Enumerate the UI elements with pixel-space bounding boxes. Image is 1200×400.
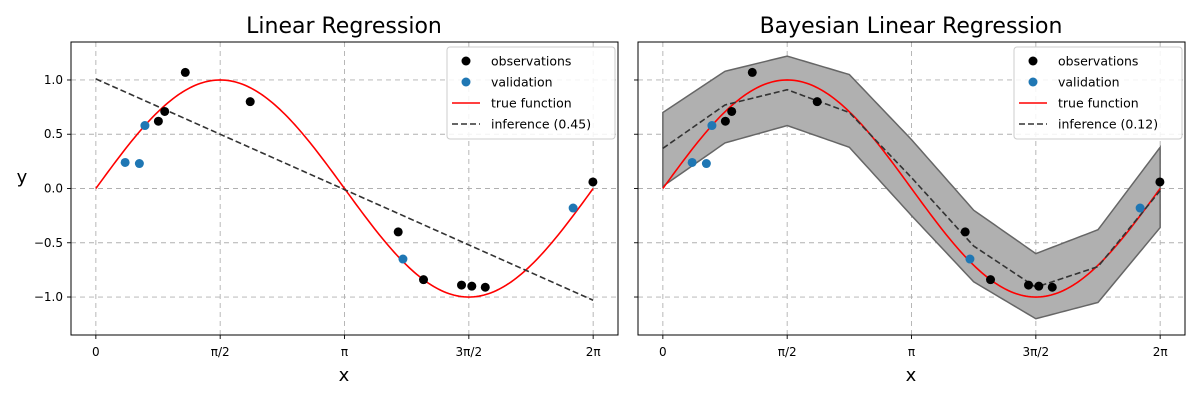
- observation-point: [1034, 281, 1044, 291]
- inference-line: [662, 88, 1161, 289]
- y-tick-label: 0.0: [44, 182, 63, 196]
- validation-point: [965, 254, 975, 264]
- legend-observations-label: observations: [491, 54, 571, 69]
- observation-point: [419, 275, 429, 285]
- validation-point: [701, 159, 711, 169]
- inference-line: [95, 78, 594, 302]
- legend-validation-marker: [1028, 77, 1038, 87]
- legend-true-function-label: true function: [491, 96, 572, 111]
- x-tick-label: π: [341, 345, 348, 359]
- validation-point: [134, 159, 144, 169]
- observation-point: [812, 97, 822, 107]
- observation-point: [245, 97, 255, 107]
- legend-observations-marker: [461, 56, 471, 66]
- validation-point: [568, 203, 578, 213]
- observation-point: [1155, 177, 1165, 187]
- legend-validation-marker: [461, 77, 471, 87]
- x-tick-label: 3π/2: [456, 345, 483, 359]
- x-axis-label: x: [339, 365, 350, 386]
- legend-validation-label: validation: [491, 75, 553, 90]
- y-tick-label: 1.0: [44, 73, 63, 87]
- linear-regression-chart: 0 π/2 π 3π/2 2π 1.0 0.5 0.0 −0.5 −1.0 observations…: [17, 14, 619, 386]
- observation-point: [393, 227, 403, 237]
- legend-box: [446, 46, 616, 140]
- x-tick-label: 3π/2: [1023, 345, 1050, 359]
- x-tick-label: 0: [659, 345, 667, 359]
- x-tick-label: 2π: [586, 345, 601, 359]
- observation-point: [160, 106, 170, 116]
- validation-point: [398, 254, 408, 264]
- observation-point: [747, 67, 757, 77]
- legend-inference-label: inference (0.12): [1058, 117, 1158, 132]
- legend: observations validation true function infer…: [446, 46, 616, 140]
- true-function-line: [662, 79, 1161, 298]
- observation-point: [467, 281, 477, 291]
- validation-point: [707, 121, 717, 131]
- x-tick-label: π/2: [211, 345, 230, 359]
- observation-point: [720, 116, 730, 126]
- bayesian-linear-regression-chart: 0 π/2 π 3π/2 2π observations validation true fu…: [634, 14, 1186, 386]
- observation-point: [960, 227, 970, 237]
- observation-point: [1024, 280, 1034, 290]
- y-tick-label: −0.5: [34, 236, 63, 250]
- legend-observations-label: observations: [1058, 54, 1138, 69]
- chart-title: Linear Regression: [246, 14, 442, 39]
- legend: observations validation true function infer…: [1013, 46, 1183, 140]
- validation-point: [140, 121, 150, 131]
- x-axis-label: x: [906, 365, 917, 386]
- legend-box: [1013, 46, 1183, 140]
- validation-point: [687, 157, 697, 167]
- x-tick-label: π/2: [778, 345, 797, 359]
- observation-point: [588, 177, 598, 187]
- validation-point: [1135, 203, 1145, 213]
- legend-inference-label: inference (0.45): [491, 117, 591, 132]
- observation-point: [457, 280, 467, 290]
- observation-point: [153, 116, 163, 126]
- x-tick-label: 0: [92, 345, 100, 359]
- observation-point: [986, 275, 996, 285]
- x-tick-label: π: [908, 345, 915, 359]
- y-tick-label: −1.0: [34, 290, 63, 304]
- y-tick-label: 0.5: [44, 127, 63, 141]
- plot-frame: [637, 41, 1186, 336]
- legend-observations-marker: [1028, 56, 1038, 66]
- plot-frame: [70, 41, 619, 336]
- y-axis-label: y: [17, 167, 28, 188]
- observation-point: [1047, 282, 1057, 292]
- observation-point: [727, 106, 737, 116]
- legend-true-function-label: true function: [1058, 96, 1139, 111]
- chart-title: Bayesian Linear Regression: [760, 14, 1063, 39]
- observation-point: [180, 67, 190, 77]
- validation-point: [120, 157, 130, 167]
- legend-validation-label: validation: [1058, 75, 1120, 90]
- observation-point: [480, 282, 490, 292]
- x-tick-label: 2π: [1153, 345, 1168, 359]
- true-function-line: [95, 79, 594, 298]
